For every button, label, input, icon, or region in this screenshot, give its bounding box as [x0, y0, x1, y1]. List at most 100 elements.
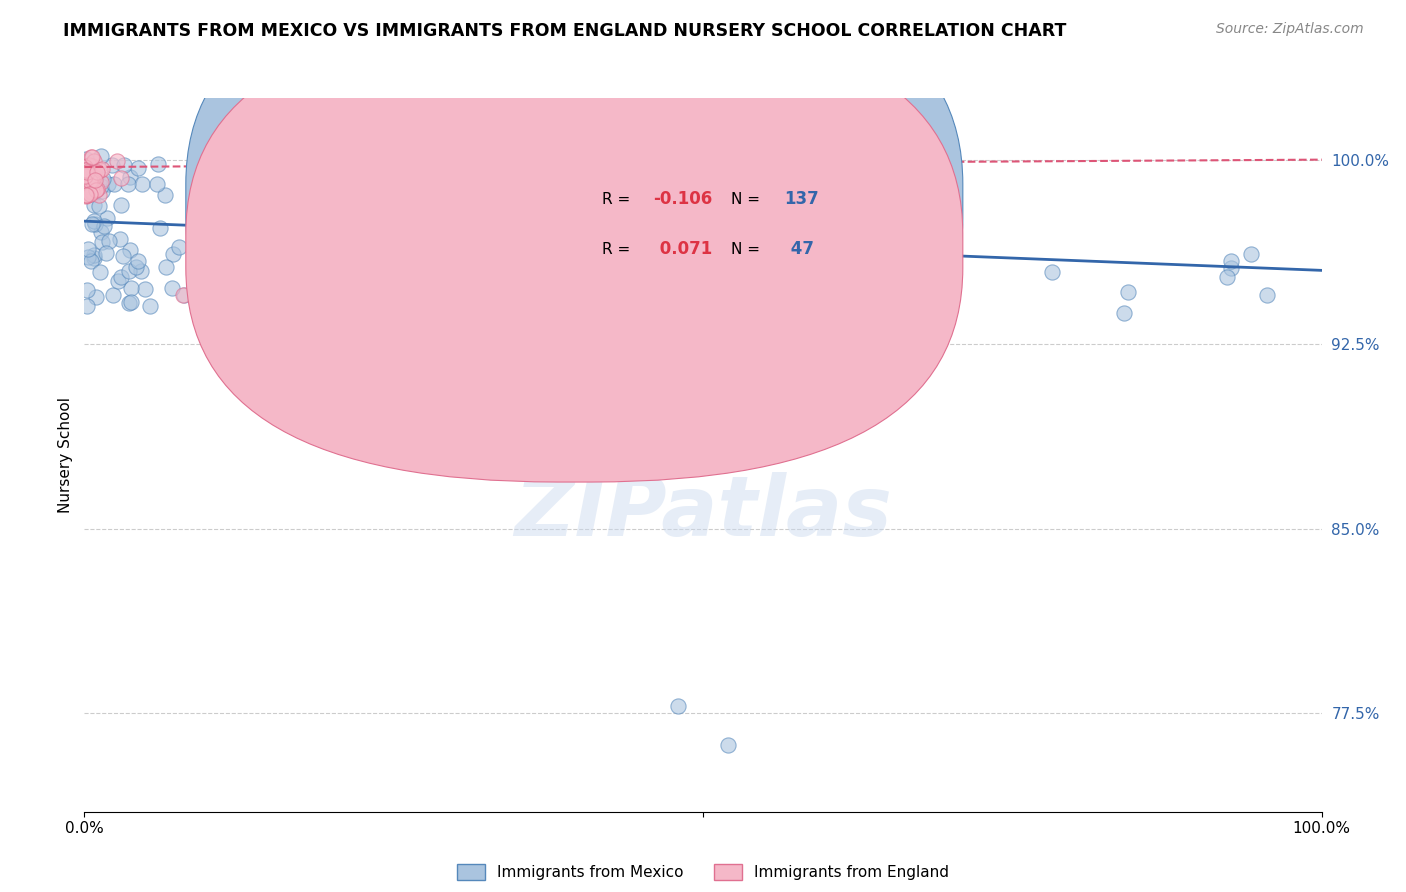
Point	[82, 150, 104, 164]
Point	[90, 178, 112, 193]
Point	[394, 244, 416, 258]
Point	[83, 251, 105, 265]
Point	[84, 162, 107, 177]
Point	[76, 299, 98, 313]
Point	[117, 178, 139, 192]
Point	[1219, 260, 1241, 275]
Point	[79, 174, 101, 188]
Point	[569, 265, 592, 279]
Point	[73, 169, 96, 183]
Point	[80, 254, 103, 268]
Point	[83, 169, 105, 184]
Point	[205, 178, 228, 192]
Point	[666, 698, 689, 713]
Point	[342, 214, 364, 228]
Point	[89, 163, 111, 178]
Point	[118, 169, 141, 184]
Point	[90, 225, 112, 239]
Point	[1040, 264, 1063, 278]
Point	[221, 209, 243, 223]
Point	[444, 160, 467, 174]
Point	[76, 283, 98, 297]
Point	[73, 178, 96, 192]
Point	[240, 155, 263, 169]
Point	[125, 260, 148, 274]
Point	[304, 251, 326, 265]
Point	[197, 157, 219, 171]
Point	[501, 329, 523, 343]
Point	[82, 159, 104, 173]
Point	[146, 178, 169, 192]
Point	[91, 171, 114, 186]
Point	[246, 201, 269, 215]
Text: ZIPatlas: ZIPatlas	[515, 472, 891, 552]
Point	[246, 171, 269, 186]
Point	[97, 234, 120, 248]
Point	[314, 224, 336, 238]
Point	[344, 296, 367, 310]
Point	[222, 155, 245, 169]
Point	[229, 240, 252, 254]
Point	[191, 171, 214, 186]
Point	[80, 169, 103, 183]
Point	[87, 187, 110, 202]
Point	[153, 187, 176, 202]
Point	[96, 246, 118, 260]
Text: R =: R =	[602, 192, 634, 207]
Point	[76, 187, 98, 202]
Point	[77, 242, 100, 256]
Point	[676, 211, 699, 226]
Point	[441, 199, 464, 213]
Point	[89, 199, 111, 213]
Point	[733, 189, 755, 203]
Point	[76, 187, 98, 202]
Point	[105, 153, 128, 168]
Point	[77, 169, 100, 184]
Point	[112, 249, 135, 263]
Point	[77, 158, 100, 172]
Point	[76, 250, 98, 264]
Point	[75, 160, 97, 174]
Point	[288, 147, 311, 161]
Point	[75, 162, 97, 177]
Point	[82, 164, 104, 178]
Point	[80, 186, 103, 201]
Point	[84, 173, 107, 187]
Point	[1240, 247, 1263, 261]
Point	[110, 198, 132, 212]
Point	[83, 214, 105, 228]
Point	[118, 243, 141, 257]
Point	[90, 149, 112, 163]
Point	[73, 169, 96, 184]
Point	[101, 158, 124, 172]
Point	[131, 178, 153, 192]
Point	[859, 219, 882, 234]
Point	[361, 241, 384, 255]
Point	[1256, 287, 1278, 301]
Point	[80, 217, 103, 231]
Text: 47: 47	[785, 241, 814, 259]
Point	[75, 163, 97, 178]
Point	[308, 244, 330, 258]
Point	[162, 247, 184, 261]
Point	[96, 211, 118, 225]
Point	[172, 288, 194, 302]
Point	[120, 281, 142, 295]
Point	[419, 157, 441, 171]
Point	[118, 264, 141, 278]
Point	[86, 165, 108, 179]
Point	[160, 281, 183, 295]
Point	[382, 155, 405, 169]
Point	[221, 219, 243, 233]
Point	[309, 218, 332, 232]
Point	[398, 199, 420, 213]
Text: -0.106: -0.106	[654, 191, 713, 209]
Point	[120, 295, 142, 310]
Point	[90, 175, 112, 189]
Point	[224, 249, 246, 263]
Point	[184, 283, 207, 297]
Point	[470, 236, 492, 251]
Point	[110, 171, 132, 186]
Point	[1220, 253, 1243, 268]
Point	[148, 157, 170, 171]
